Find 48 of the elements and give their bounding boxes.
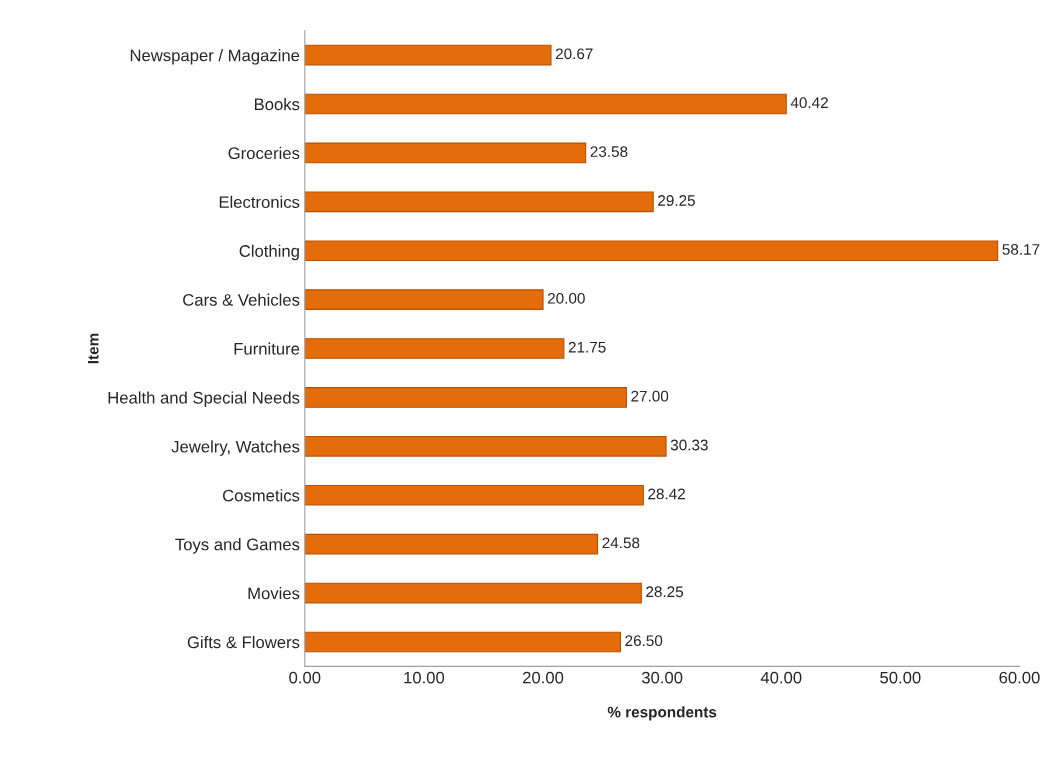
- y-tick-label: Toys and Games: [175, 538, 300, 554]
- bar: [304, 436, 667, 457]
- bar: [304, 44, 552, 66]
- bar: [304, 484, 644, 506]
- x-tick-label: 10.00: [404, 671, 445, 684]
- data-label: 28.42: [648, 488, 685, 500]
- data-label: 21.75: [568, 341, 606, 353]
- bar: [304, 533, 599, 555]
- data-label: 40.42: [790, 97, 828, 109]
- data-label: 26.50: [625, 635, 663, 647]
- x-tick-label: 20.00: [523, 671, 564, 684]
- bar: [304, 631, 621, 653]
- bar: [304, 93, 787, 115]
- data-label: 29.25: [658, 195, 695, 206]
- data-label: 58.17: [1002, 244, 1040, 255]
- y-tick-label: Newspaper / Magazine: [130, 49, 300, 65]
- y-tick-label: Groceries: [228, 146, 300, 160]
- data-label: 30.33: [670, 439, 708, 451]
- y-tick-label: Jewelry, Watches: [171, 440, 300, 456]
- data-label: 20.00: [547, 292, 585, 304]
- x-axis-title: % respondents: [607, 706, 717, 721]
- bar: [304, 240, 999, 262]
- y-axis-title: Item: [87, 333, 99, 364]
- data-label: 20.67: [555, 48, 593, 60]
- x-tick-label: 0.00: [289, 671, 321, 684]
- y-tick-label: Gifts & Flowers: [187, 635, 300, 649]
- y-tick-label: Books: [254, 97, 300, 111]
- data-label: 28.25: [646, 586, 684, 598]
- y-tick-label: Electronics: [219, 195, 300, 209]
- data-label: 23.58: [590, 146, 628, 158]
- y-tick-label: Health and Special Needs: [108, 391, 300, 407]
- y-tick-label: Clothing: [239, 244, 299, 261]
- x-tick-label: 50.00: [880, 671, 921, 684]
- bar: [304, 142, 587, 164]
- bar: [304, 338, 565, 359]
- y-tick-label: Cars & Vehicles: [183, 293, 300, 306]
- x-tick-label: 40.00: [760, 671, 802, 684]
- bar: [304, 387, 627, 408]
- bar: [304, 191, 654, 213]
- data-label: 27.00: [631, 390, 669, 402]
- bar: [304, 289, 544, 310]
- bar: [304, 582, 642, 604]
- y-tick-label: Furniture: [234, 342, 300, 355]
- x-tick-label: 30.00: [641, 671, 683, 684]
- y-tick-label: Movies: [248, 587, 300, 600]
- data-label: 24.58: [602, 537, 640, 549]
- x-tick-label: 60.00: [999, 671, 1040, 684]
- y-tick-label: Cosmetics: [222, 489, 300, 502]
